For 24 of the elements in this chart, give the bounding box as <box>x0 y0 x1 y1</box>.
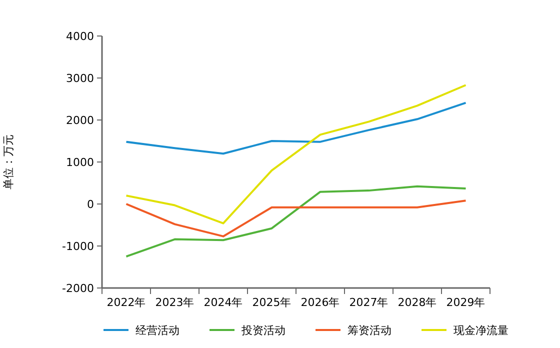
y-axis-title: 单位：万元 <box>2 134 15 190</box>
x-tick-label: 2028年 <box>398 296 437 309</box>
line-series <box>125 84 467 224</box>
legend-label: 投资活动 <box>240 324 286 337</box>
x-tick-label: 2026年 <box>300 296 340 309</box>
x-tick-label: 2023年 <box>155 296 194 309</box>
y-tick-label: 3000 <box>66 72 94 85</box>
y-tick-label: 1000 <box>66 156 94 169</box>
y-tick-label: 2000 <box>66 114 94 127</box>
line-series <box>125 185 467 258</box>
legend-label: 现金净流量 <box>454 324 508 337</box>
y-tick-label: 0 <box>87 198 94 211</box>
y-tick-label: 4000 <box>66 30 94 43</box>
x-tick-label: 2024年 <box>204 296 243 309</box>
line-series <box>125 102 467 155</box>
line-series <box>125 200 467 238</box>
legend-label: 筹资活动 <box>348 324 392 337</box>
x-tick-label: 2029年 <box>446 296 486 309</box>
x-tick-label: 2025年 <box>252 296 292 309</box>
y-tick-label: -1000 <box>62 240 94 253</box>
x-tick-label: 2027年 <box>349 296 388 309</box>
x-tick-label: 2022年 <box>106 296 146 309</box>
y-tick-label: -2000 <box>62 282 94 295</box>
legend-label: 经营活动 <box>136 324 180 337</box>
